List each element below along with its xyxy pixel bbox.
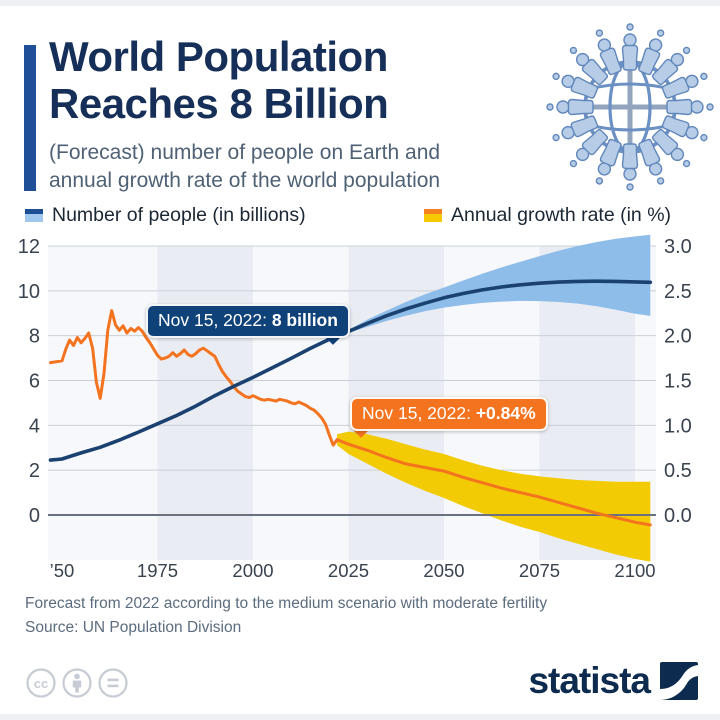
statista-mark-icon [660,662,698,700]
page-subtitle: (Forecast) number of people on Earth and… [49,139,440,195]
svg-text:12: 12 [18,236,40,258]
title-accent-bar [24,45,36,191]
svg-text:2075: 2075 [519,560,560,581]
top-edge-strip [0,0,720,6]
growth-annotation: Nov 15, 2022: +0.84% [350,397,548,431]
creative-commons-license[interactable]: cc [24,666,144,705]
growth-annotation-date: Nov 15, 2022: [362,403,476,423]
cc-icon: cc [26,668,56,698]
svg-text:6: 6 [29,370,40,392]
svg-text:0.0: 0.0 [664,505,692,527]
growth-annotation-value: +0.84% [475,403,536,423]
footnote: Forecast from 2022 according to the medi… [25,592,547,640]
page-subtitle-line1: (Forecast) number of people on Earth and [49,141,441,164]
globe-people-icon [546,23,714,191]
svg-text:2025: 2025 [328,560,369,581]
page-title: World Population Reaches 8 Billion [49,33,389,127]
svg-text:2100: 2100 [614,560,655,581]
attribution-icon [62,668,92,698]
page-title-line1: World Population [49,33,388,80]
footnote-source: Source: UN Population Division [25,619,242,636]
svg-text:1.5: 1.5 [664,370,692,392]
population-annotation: Nov 15, 2022: 8 billion [146,304,350,338]
svg-text:8: 8 [29,326,40,348]
legend-item-growth-rate: Annual growth rate (in %) [424,204,671,227]
svg-text:2.0: 2.0 [664,326,692,348]
bottom-edge-strip [0,714,720,720]
page-subtitle-line2: annual growth rate of the world populati… [49,169,441,192]
population-annotation-date: Nov 15, 2022: [158,310,272,330]
statista-wordmark: statista [528,660,651,701]
statista-logo[interactable]: statista [528,660,698,702]
population-annotation-value: 8 billion [271,310,338,330]
svg-text:1975: 1975 [137,560,178,581]
growth-rate-legend-swatch [424,209,442,222]
page-title-line2: Reaches 8 Billion [49,80,389,127]
svg-text:3.0: 3.0 [664,236,692,258]
svg-text:2050: 2050 [423,560,464,581]
svg-text:10: 10 [18,281,40,303]
svg-text:cc: cc [34,676,48,691]
svg-text:2000: 2000 [232,560,273,581]
population-legend-swatch [25,209,43,222]
svg-text:1.0: 1.0 [664,415,692,437]
svg-text:0: 0 [29,505,40,527]
legend-label-population: Number of people (in billions) [52,204,306,226]
svg-text:2.5: 2.5 [664,281,692,303]
legend-label-growth-rate: Annual growth rate (in %) [451,204,672,226]
no-derivatives-icon [98,668,128,698]
svg-text:’50: ’50 [50,560,75,581]
footnote-scenario: Forecast from 2022 according to the medi… [25,595,548,612]
svg-text:4: 4 [29,415,40,437]
svg-text:0.5: 0.5 [664,460,692,482]
legend-item-population: Number of people (in billions) [25,204,306,227]
svg-text:2: 2 [29,460,40,482]
